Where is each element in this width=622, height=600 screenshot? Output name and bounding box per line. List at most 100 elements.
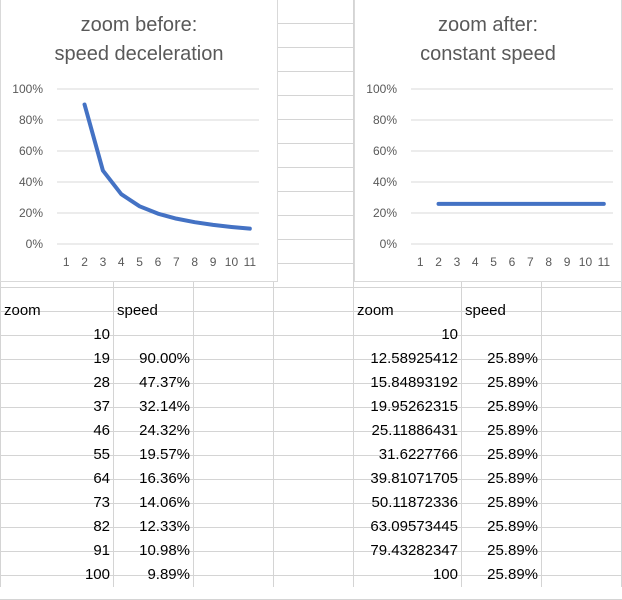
cell-speed[interactable] <box>462 323 541 347</box>
cell-zoom[interactable]: 82 <box>93 518 110 535</box>
column-gridline <box>193 0 194 587</box>
cell-zoom[interactable]: 91 <box>93 542 110 559</box>
cell-zoom[interactable]: 100 <box>432 566 458 583</box>
cell-speed[interactable]: 9.89% <box>147 566 190 583</box>
cell-speed[interactable]: 25.89% <box>487 374 538 391</box>
x-tick-label: 9 <box>564 255 571 269</box>
row-gridline <box>0 263 622 264</box>
cell-zoom[interactable]: 63.09573445 <box>370 518 458 535</box>
cell-zoom[interactable]: 15.84893192 <box>370 374 458 391</box>
cell-zoom[interactable]: 55 <box>93 446 110 463</box>
column-gridline <box>0 0 1 587</box>
cell-zoom[interactable]: 31.6227766 <box>378 446 458 463</box>
chart-zoom-after[interactable]: zoom after: constant speed 0% 20% 40% 60% 80… <box>354 0 622 282</box>
column-gridline <box>113 0 114 587</box>
column-gridline <box>273 0 274 587</box>
cell-zoom[interactable]: 39.81071705 <box>370 470 458 487</box>
cell-zoom[interactable]: 10 <box>93 326 110 343</box>
data-point <box>511 203 513 205</box>
cell-zoom[interactable]: 64 <box>93 470 110 487</box>
cell-speed[interactable]: 25.89% <box>487 566 538 583</box>
column-gridline <box>541 0 542 587</box>
y-tick-label: 0% <box>380 237 398 251</box>
cell-speed[interactable]: 25.89% <box>487 422 538 439</box>
y-tick-label: 0% <box>26 237 44 251</box>
x-tick-label: 5 <box>490 255 497 269</box>
data-point <box>249 228 251 230</box>
cell-speed[interactable]: 14.06% <box>139 494 190 511</box>
x-tick-label: 9 <box>210 255 217 269</box>
header-cell-zoom[interactable]: zoom <box>357 302 394 319</box>
y-tick-label: 100% <box>12 82 43 96</box>
cell-speed[interactable]: 25.89% <box>487 518 538 535</box>
cell-speed[interactable]: 25.89% <box>487 470 538 487</box>
cell-zoom[interactable]: 12.58925412 <box>370 350 458 367</box>
chart-title-line1: zoom after: <box>437 14 539 36</box>
x-tick-label: 4 <box>472 255 479 269</box>
cell-zoom[interactable]: 19 <box>93 350 110 367</box>
cell-speed[interactable]: 10.98% <box>139 542 190 559</box>
row-gridline <box>0 143 622 144</box>
x-tick-label: 6 <box>155 255 162 269</box>
cell-speed[interactable]: 19.57% <box>139 446 190 463</box>
cell-zoom[interactable]: 19.95262315 <box>370 398 458 415</box>
x-tick-label: 1 <box>417 255 424 269</box>
cell-speed[interactable]: 90.00% <box>139 350 190 367</box>
row-gridline <box>0 71 622 72</box>
cell-zoom[interactable]: 37 <box>93 398 110 415</box>
row-gridline <box>0 527 622 528</box>
x-tick-label: 4 <box>118 255 125 269</box>
cell-speed[interactable]: 25.89% <box>487 350 538 367</box>
cell-speed[interactable]: 47.37% <box>139 374 190 391</box>
row-gridline <box>0 119 622 120</box>
row-gridline <box>0 359 622 360</box>
cell-zoom[interactable]: 100 <box>84 566 110 583</box>
cell-speed[interactable]: 16.36% <box>139 470 190 487</box>
cell-zoom[interactable]: 50.11872336 <box>371 494 458 511</box>
cell-speed[interactable]: 24.32% <box>139 422 190 439</box>
column-gridline <box>461 0 462 587</box>
y-tick-label: 40% <box>19 175 43 189</box>
x-tick-label: 7 <box>527 255 534 269</box>
data-point <box>139 205 141 207</box>
chart-title-line2: speed deceleration <box>54 43 224 65</box>
row-gridline <box>0 23 622 24</box>
cell-zoom[interactable]: 73 <box>93 494 110 511</box>
header-cell-speed[interactable]: speed <box>465 302 506 319</box>
row-gridline <box>0 47 622 48</box>
y-tick-label: 60% <box>373 144 397 158</box>
data-point <box>603 203 605 205</box>
cell-speed[interactable]: 25.89% <box>487 446 538 463</box>
cell-zoom[interactable]: 79.43282347 <box>370 542 458 559</box>
row-gridline <box>0 407 622 408</box>
line-chart-svg: 0% 20% 40% 60% 80% 100% 1 2 3 4 5 6 7 8 9 10 11 <box>12 82 259 269</box>
x-tick-label: 7 <box>173 255 180 269</box>
cell-speed[interactable] <box>114 323 193 347</box>
cell-zoom[interactable]: 25.11886431 <box>371 422 458 439</box>
data-point <box>529 203 531 205</box>
row-gridline <box>0 479 622 480</box>
x-tick-label: 8 <box>545 255 552 269</box>
row-gridline <box>0 215 622 216</box>
cell-speed[interactable]: 12.33% <box>139 518 190 535</box>
header-cell-zoom[interactable]: zoom <box>4 302 41 319</box>
cell-speed[interactable]: 25.89% <box>487 494 538 511</box>
chart-title-line1: zoom before: <box>80 14 198 36</box>
cell-speed[interactable]: 25.89% <box>487 398 538 415</box>
header-cell-speed[interactable]: speed <box>117 302 158 319</box>
cell-speed[interactable]: 32.14% <box>139 398 190 415</box>
y-tick-label: 60% <box>19 144 43 158</box>
x-tick-label: 11 <box>244 255 257 269</box>
row-gridline <box>0 551 622 552</box>
x-tick-label: 3 <box>454 255 461 269</box>
cell-zoom[interactable]: 46 <box>93 422 110 439</box>
cell-zoom[interactable]: 10 <box>441 326 458 343</box>
y-tick-label: 100% <box>366 82 397 96</box>
row-gridline <box>0 335 622 336</box>
cell-speed[interactable]: 25.89% <box>487 542 538 559</box>
chart-zoom-before[interactable]: zoom before: speed deceleration 0% 20% 40%… <box>0 0 278 282</box>
cell-zoom[interactable]: 28 <box>93 374 110 391</box>
y-tick-label: 40% <box>373 175 397 189</box>
data-point <box>102 170 104 172</box>
